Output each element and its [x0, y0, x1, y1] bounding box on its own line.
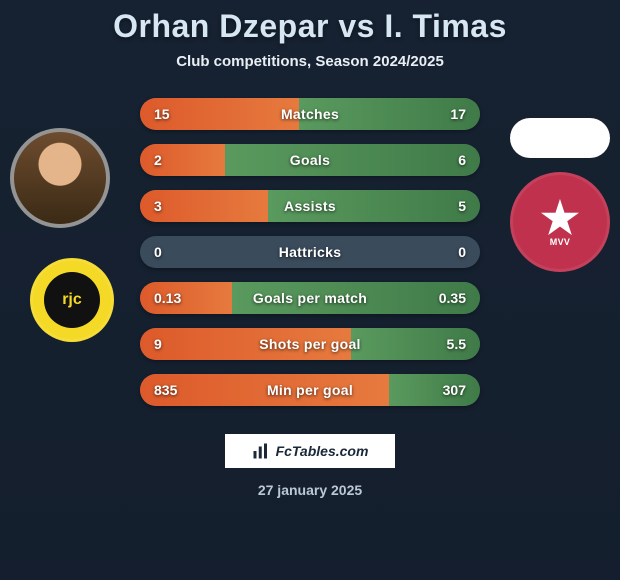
stat-value-right: 307	[410, 382, 480, 398]
stat-label: Goals per match	[210, 290, 410, 306]
star-icon: ★	[540, 197, 579, 241]
stat-row: 0Hattricks0	[140, 236, 480, 268]
stat-row: 15Matches17	[140, 98, 480, 130]
stat-row: 2Goals6	[140, 144, 480, 176]
stat-value-left: 0.13	[140, 290, 210, 306]
stat-value-right: 5	[410, 198, 480, 214]
club-left-badge-text: rjc	[44, 272, 100, 328]
stat-value-left: 2	[140, 152, 210, 168]
brand-text: FcTables.com	[276, 443, 369, 459]
stat-value-right: 6	[410, 152, 480, 168]
club-right-badge: ★ MVV	[510, 172, 610, 272]
stat-row: 9Shots per goal5.5	[140, 328, 480, 360]
stat-row: 835Min per goal307	[140, 374, 480, 406]
club-right-badge-text-top: MVV	[550, 237, 570, 247]
stat-value-left: 835	[140, 382, 210, 398]
stats-list: 15Matches17 2Goals6 3Assists5 0Hattricks0 0.…	[140, 98, 480, 406]
stat-value-right: 0.35	[410, 290, 480, 306]
stat-row: 3Assists5	[140, 190, 480, 222]
stat-value-right: 17	[410, 106, 480, 122]
player-right-avatar	[510, 118, 610, 158]
stat-label: Matches	[210, 106, 410, 122]
stat-label: Assists	[210, 198, 410, 214]
comparison-card: Orhan Dzepar vs I. Timas Club competitio…	[0, 0, 620, 580]
page-subtitle: Club competitions, Season 2024/2025	[0, 53, 620, 70]
stat-value-left: 3	[140, 198, 210, 214]
stat-value-left: 15	[140, 106, 210, 122]
bar-chart-icon	[252, 442, 270, 460]
stat-label: Goals	[210, 152, 410, 168]
player-left-avatar	[10, 128, 110, 228]
stat-label: Shots per goal	[210, 336, 410, 352]
stat-value-left: 9	[140, 336, 210, 352]
club-left-badge: rjc	[30, 258, 114, 342]
avatar-placeholder-icon	[14, 132, 106, 224]
stat-label: Hattricks	[210, 244, 410, 260]
stat-label: Min per goal	[210, 382, 410, 398]
brand-watermark: FcTables.com	[225, 434, 395, 468]
stat-value-right: 5.5	[410, 336, 480, 352]
stat-value-left: 0	[140, 244, 210, 260]
footer-date: 27 january 2025	[0, 482, 620, 498]
page-title: Orhan Dzepar vs I. Timas	[0, 8, 620, 45]
stat-value-right: 0	[410, 244, 480, 260]
stat-row: 0.13Goals per match0.35	[140, 282, 480, 314]
